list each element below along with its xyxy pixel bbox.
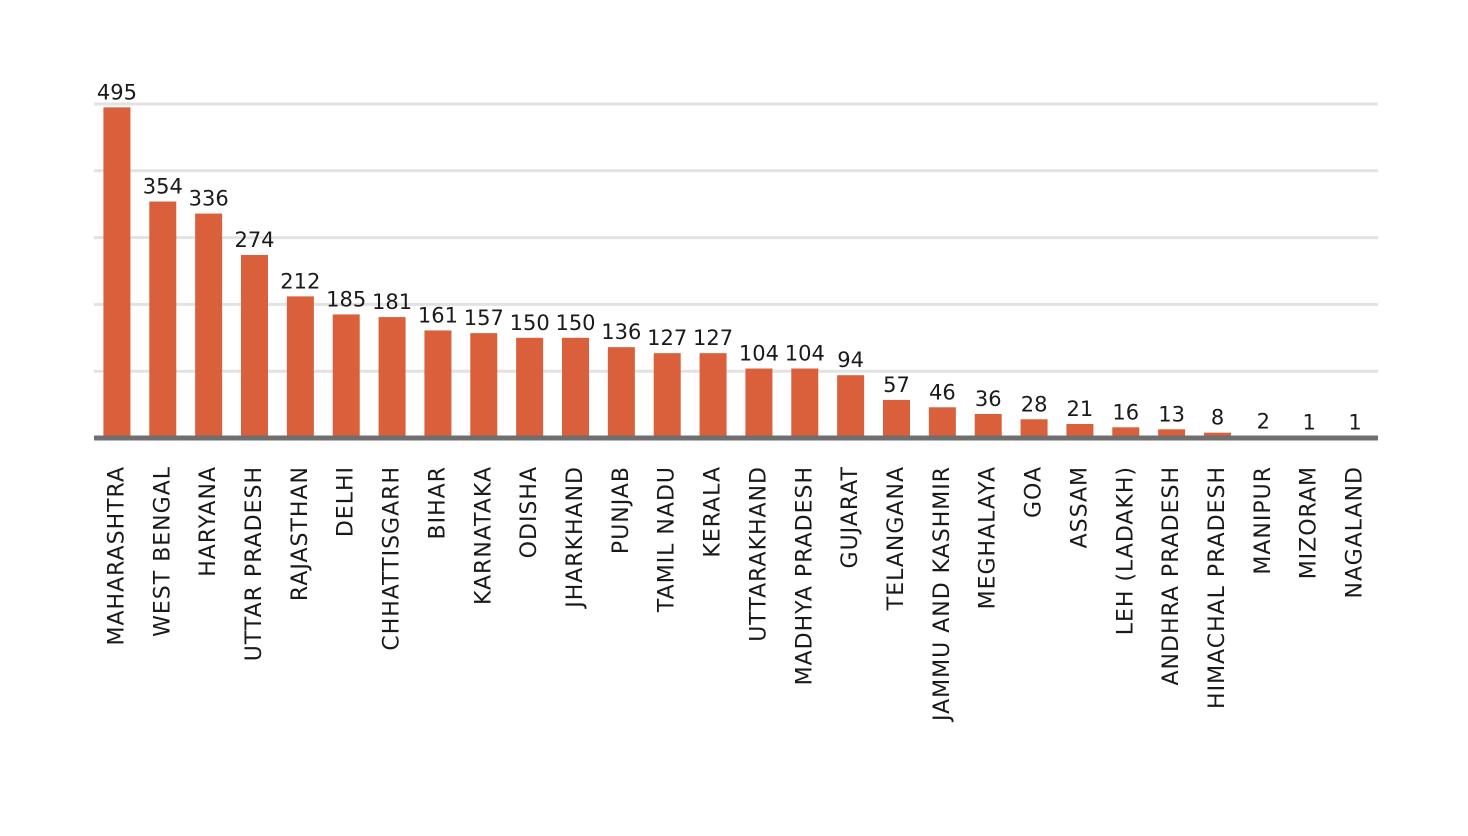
x-tick-label: NAGALAND (1343, 466, 1368, 598)
x-tick-label: ANDHRA PRADESH (1159, 466, 1184, 686)
data-label: 161 (418, 303, 458, 327)
x-tick-label: RAJASTHAN (288, 466, 313, 601)
data-label: 104 (739, 342, 779, 366)
data-label: 16 (1112, 400, 1139, 424)
bar (791, 368, 819, 438)
bar (837, 375, 865, 438)
bar (103, 107, 131, 438)
data-label: 13 (1158, 402, 1185, 426)
x-tick-label: KARNATAKA (471, 466, 496, 605)
data-label: 181 (372, 290, 412, 314)
x-tick-label: GUJARAT (838, 466, 863, 568)
data-label: 104 (785, 342, 825, 366)
bar (1112, 427, 1140, 438)
data-label: 354 (143, 175, 183, 199)
x-tick-label: JHARKHAND (563, 466, 588, 610)
x-tick-label: WEST BENGAL (150, 466, 175, 637)
data-label: 212 (280, 269, 320, 293)
bar (424, 330, 452, 438)
data-label: 1 (1348, 410, 1361, 434)
bar (470, 333, 498, 438)
x-tick-label: TAMIL NADU (655, 466, 680, 613)
x-tick-label: UTTAR PRADESH (242, 466, 267, 661)
x-tick-label: MEGHALAYA (976, 466, 1001, 609)
data-label: 46 (929, 380, 956, 404)
data-label: 185 (326, 287, 366, 311)
category-labels: MAHARASHTRA WEST BENGAL HARYANA UTTAR PRADE… (104, 466, 1367, 723)
x-tick-label: LEH (LADAKH) (1113, 466, 1138, 635)
bar (974, 413, 1002, 438)
x-tick-label: MADHYA PRADESH (792, 466, 817, 685)
bar (607, 347, 635, 438)
x-tick-label: MANIPUR (1251, 466, 1276, 575)
data-label: 127 (693, 326, 733, 350)
x-tick-label: ODISHA (517, 466, 542, 558)
data-label: 1 (1303, 410, 1316, 434)
data-label: 150 (510, 311, 550, 335)
x-tick-label: MAHARASHTRA (104, 466, 129, 645)
x-tick-label: GOA (1022, 466, 1047, 518)
data-label: 21 (1067, 397, 1094, 421)
data-label: 28 (1021, 392, 1048, 416)
data-label: 336 (189, 187, 229, 211)
bars (103, 107, 1369, 438)
bar (149, 201, 177, 438)
bar (562, 337, 589, 438)
gridlines (94, 102, 1378, 373)
bar (1066, 423, 1094, 438)
bar (1204, 432, 1231, 438)
bar (195, 213, 223, 438)
x-tick-label: CHHATTISGARH (380, 466, 405, 651)
x-tick-label: UTTARAKHAND (746, 466, 771, 642)
bar (699, 353, 727, 438)
bar (745, 368, 773, 438)
bar (241, 254, 268, 438)
data-label: 157 (464, 306, 504, 330)
x-tick-label: BIHAR (425, 466, 450, 539)
bar (653, 353, 681, 438)
data-label: 495 (97, 80, 137, 104)
x-tick-label: HIMACHAL PRADESH (1205, 466, 1230, 709)
data-label: 274 (234, 228, 274, 252)
data-label: 94 (837, 348, 864, 372)
x-tick-label: JAMMU AND KASHMIR (930, 466, 955, 723)
data-label: 8 (1211, 406, 1224, 430)
data-label: 36 (975, 387, 1002, 411)
x-tick-label: DELHI (334, 466, 359, 537)
bar (1158, 429, 1186, 438)
data-label: 57 (883, 373, 910, 397)
bar (883, 399, 910, 438)
x-tick-label: ASSAM (1067, 466, 1092, 548)
x-tick-label: TELANGANA (884, 466, 909, 611)
bar (286, 296, 314, 438)
bar (928, 407, 956, 438)
x-tick-label: HARYANA (196, 466, 221, 577)
x-tick-label: MIZORAM (1297, 466, 1322, 579)
data-label: 2 (1257, 410, 1270, 434)
bar (378, 317, 406, 438)
bar (1020, 419, 1048, 438)
x-tick-label: PUNJAB (609, 466, 634, 554)
x-tick-label: KERALA (701, 466, 726, 558)
bar (516, 337, 544, 438)
data-label: 127 (647, 326, 687, 350)
bar (332, 314, 360, 438)
data-label: 150 (555, 311, 595, 335)
data-label: 136 (601, 320, 641, 344)
